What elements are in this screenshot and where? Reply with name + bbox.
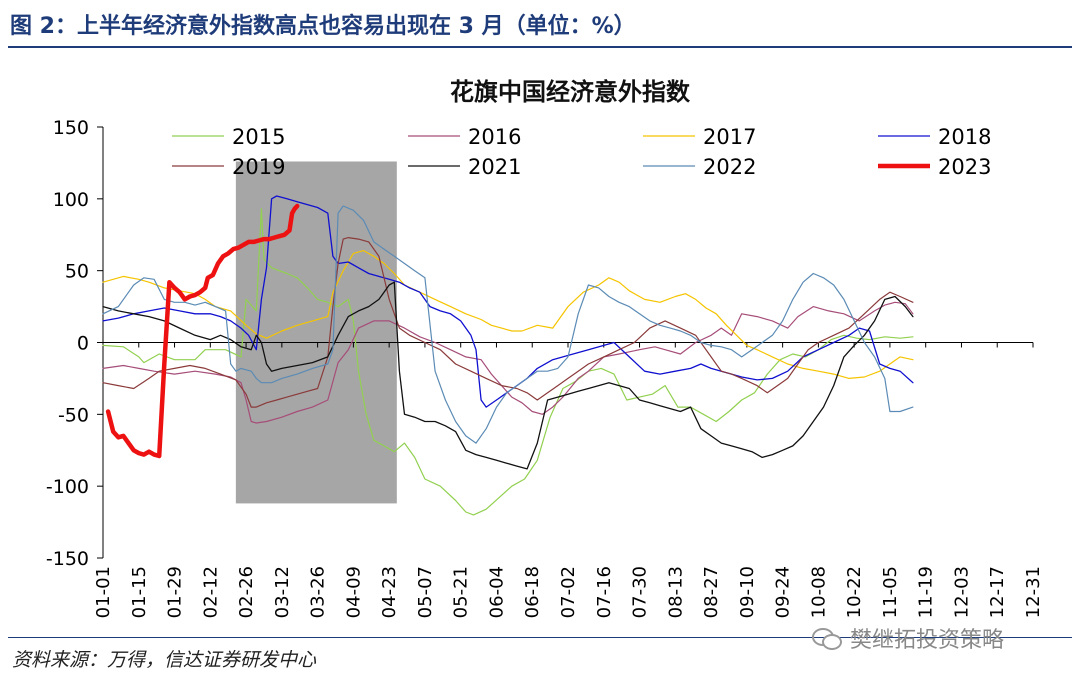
x-tick-label: 07-02	[558, 566, 579, 618]
y-tick-label: 0	[77, 333, 89, 355]
x-tick-label: 01-01	[93, 566, 114, 618]
series-line-2019	[102, 237, 914, 408]
legend-label-2018: 2018	[938, 125, 991, 149]
x-tick-label: 07-16	[594, 566, 615, 618]
series-line-2018	[102, 195, 914, 408]
y-tick-label: -50	[58, 404, 89, 426]
x-tick-label: 05-21	[451, 566, 472, 618]
y-tick-label: -150	[46, 548, 89, 570]
y-tick-label: -100	[46, 476, 89, 498]
x-tick-label: 08-27	[701, 566, 722, 618]
footer-divider	[8, 637, 1072, 638]
y-tick-label: 150	[53, 117, 89, 139]
series-line-2016	[102, 301, 914, 424]
x-tick-label: 01-15	[129, 566, 150, 618]
x-tick-label: 01-29	[165, 566, 186, 618]
x-tick-label: 11-19	[916, 566, 937, 618]
x-tick-label: 04-23	[379, 566, 400, 618]
x-tick-label: 10-08	[808, 566, 829, 618]
legend-label-2015: 2015	[232, 125, 285, 149]
x-tick-label: 03-26	[308, 566, 329, 618]
watermark-text: 樊继拓投资策略	[850, 628, 1005, 653]
x-tick-label: 08-13	[665, 566, 686, 618]
series-line-2017	[102, 250, 914, 379]
x-tick-label: 07-30	[630, 566, 651, 618]
x-tick-label: 04-09	[343, 566, 364, 618]
legend-label-2017: 2017	[703, 125, 756, 149]
x-tick-label: 09-24	[773, 566, 794, 618]
series-line-2021	[102, 281, 914, 470]
series-line-2023	[105, 203, 300, 459]
figure-title: 图 2：上半年经济意外指数高点也容易出现在 3 月（单位：%）	[10, 14, 636, 39]
watermark: 樊继拓投资策略	[812, 622, 1004, 654]
x-tick-label: 02-26	[236, 566, 257, 618]
x-tick-label: 06-18	[522, 566, 543, 618]
y-tick-label: 50	[65, 261, 89, 283]
title-divider	[8, 46, 1072, 48]
y-tick-label: 100	[53, 189, 89, 211]
x-tick-label: 12-17	[987, 566, 1008, 618]
source-note: 资料来源：万得，信达证券研发中心	[12, 649, 317, 671]
x-tick-label: 02-12	[200, 566, 221, 618]
series-line-2015	[102, 208, 914, 516]
highlight-region	[235, 161, 397, 504]
x-tick-label: 05-07	[415, 566, 436, 618]
x-tick-label: 06-04	[486, 566, 507, 618]
legend-label-2023: 2023	[938, 155, 991, 179]
legend-label-2021: 2021	[468, 155, 521, 179]
chart-title: 花旗中国经济意外指数	[450, 78, 691, 106]
x-tick-label: 12-31	[1023, 566, 1044, 618]
legend-label-2019: 2019	[232, 155, 285, 179]
x-tick-label: 11-05	[880, 566, 901, 618]
x-tick-label: 10-22	[844, 566, 865, 618]
series-line-2022	[102, 205, 914, 444]
x-tick-label: 12-03	[951, 566, 972, 618]
legend-label-2016: 2016	[468, 125, 521, 149]
x-tick-label: 03-12	[272, 566, 293, 618]
x-tick-label: 09-10	[737, 566, 758, 618]
legend-label-2022: 2022	[703, 155, 756, 179]
wechat-icon	[812, 626, 842, 650]
